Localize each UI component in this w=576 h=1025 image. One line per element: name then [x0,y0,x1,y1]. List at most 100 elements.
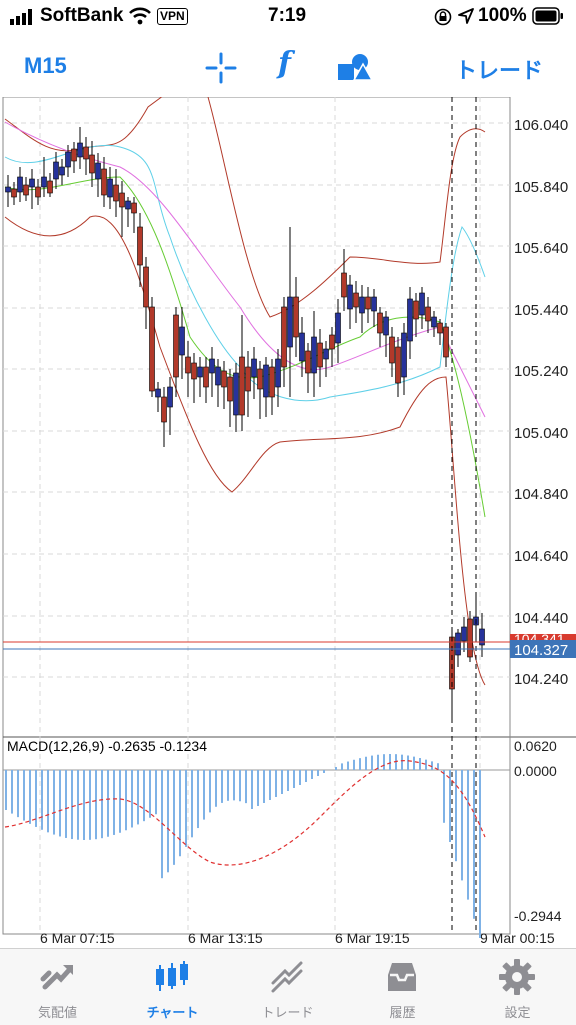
candle-body [461,626,467,642]
candle-body [71,148,77,162]
battery-icon [532,7,563,25]
price-label: 105.640 [514,240,568,257]
candle-body [107,178,113,198]
candle-body [317,342,323,368]
candle-body [425,306,431,322]
candle-body [257,368,263,390]
candle-body [287,296,293,348]
candle-body [41,176,47,188]
tab-settings[interactable]: 設定 [460,949,575,1025]
candle-body [149,306,155,392]
tab-label: トレード [261,1005,314,1020]
candle-body [95,162,101,180]
candle-body [347,284,353,310]
candle-body [419,292,425,316]
candle-body [353,292,359,308]
tab-trade[interactable]: トレード [230,949,345,1025]
candle-body [413,300,419,320]
candle-body [407,298,413,342]
tab-history[interactable]: 履歴 [345,949,460,1025]
candle-body [383,316,389,336]
price-label: 105.040 [514,425,568,442]
chart-icon [156,961,188,991]
bollinger-lower [4,215,486,686]
candle-body [173,314,179,378]
candle-body [23,184,29,196]
candle-body [365,296,371,310]
candle-body [17,176,23,193]
price-label: 104.840 [514,486,568,503]
candle-body [89,154,95,174]
candle-body [377,312,383,334]
tab-label: 設定 [504,1005,531,1020]
macd-label: MACD(12,26,9) -0.2635 -0.1234 [7,738,207,754]
time-label: 6 Mar 19:15 [335,930,410,946]
objects-icon[interactable] [336,52,372,84]
candle-body [191,362,197,380]
clock-time: 7:19 [268,5,307,26]
wifi-icon [129,7,151,25]
candle-body [203,366,209,388]
candle-body [449,636,455,690]
crosshair-icon[interactable] [205,52,237,84]
chart-canvas[interactable]: 106.040 105.840 105.640 105.440 105.240 105.0… [0,86,576,947]
moving-average-magenta [4,121,486,418]
price-label: 105.840 [514,179,568,196]
candle-body [293,296,299,338]
price-label: 105.440 [514,302,568,319]
candle-body [113,184,119,202]
history-icon [388,963,416,991]
time-label: 6 Mar 13:15 [188,930,263,946]
candle-body [359,296,365,314]
candle-body [431,316,437,328]
bid-price-tag [510,640,576,658]
chart-frame [2,96,511,935]
trade-icon [271,961,303,993]
candle-body [77,142,83,158]
candle-body [227,376,233,402]
tab-quotes[interactable]: 気配値 [0,949,115,1025]
candle-body [11,188,17,198]
quotes-icon [40,965,73,990]
time-label: 9 Mar 00:15 [480,930,555,946]
price-chart[interactable]: 106.040 105.840 105.640 105.440 105.240 105.0… [0,86,576,947]
candle-body [35,186,41,198]
chart-toolbar: M15 f トレード [0,40,576,96]
candle-body [209,358,215,374]
candle-body [161,396,167,423]
candle-body [125,200,131,210]
candle-body [401,332,407,378]
timeframe-button[interactable]: M15 [24,53,67,78]
candle-body [29,178,35,188]
candle-body [311,336,317,374]
location-icon [458,8,474,24]
candle-body [119,192,125,208]
tab-chart[interactable]: チャート [115,949,230,1025]
tab-label: チャート [146,1005,199,1020]
candle-body [59,166,65,176]
status-bar: SoftBank VPN 7:19 100% [0,0,576,34]
trade-button[interactable]: トレード [455,58,544,83]
time-label: 6 Mar 07:15 [40,930,115,946]
indicators-button[interactable]: f [278,46,291,81]
candle-body [389,336,395,364]
candle-body [275,358,281,388]
macd-scale-top: 0.0620 [514,738,557,754]
tab-label: 気配値 [37,1005,77,1020]
candle-body [263,364,269,398]
bid-price-label: 104.327 [514,642,568,659]
candle-body [179,326,185,356]
candle-body [53,161,59,180]
ask-price-tag [510,634,576,644]
candle-body [245,366,251,392]
candle-body [155,388,161,398]
candle-body [329,334,335,350]
price-label: 104.240 [514,671,568,688]
candle-body [143,266,149,308]
candle-body [335,312,341,344]
candle-body [233,372,239,416]
bollinger-upper [4,86,486,318]
price-label: 104.440 [514,610,568,627]
candle-body [323,348,329,360]
price-label: 104.640 [514,548,568,565]
